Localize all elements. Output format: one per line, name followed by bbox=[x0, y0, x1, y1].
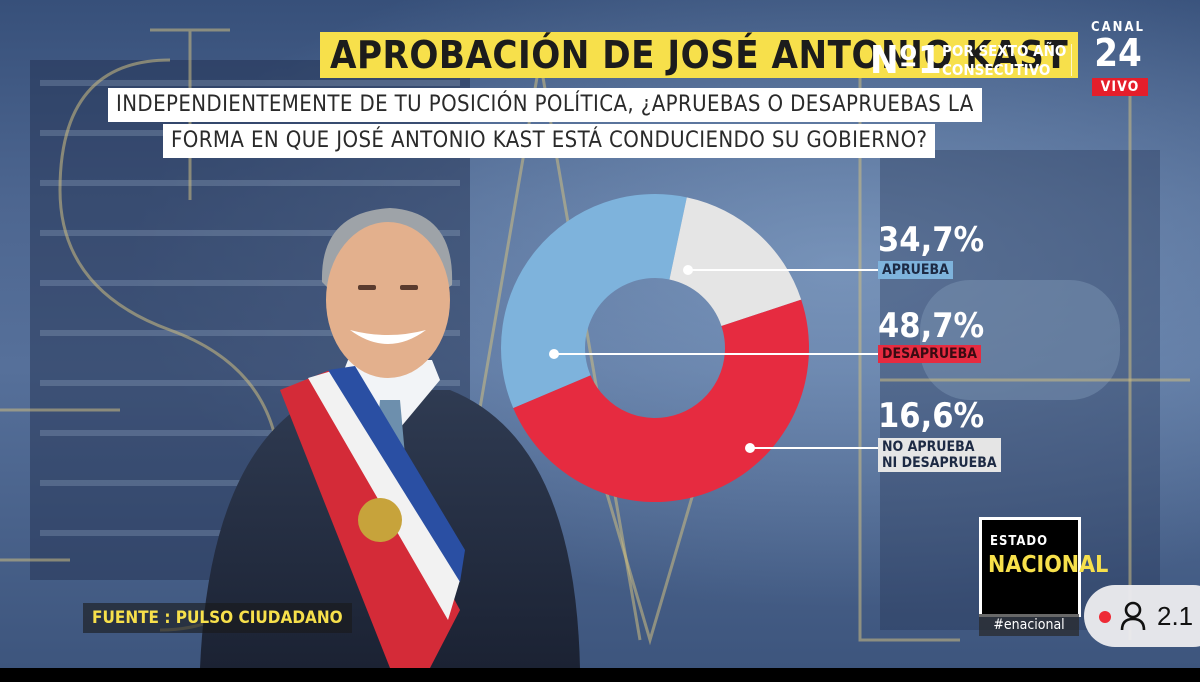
value-label-aprueba: 34,7% bbox=[878, 220, 985, 260]
leader-dot-desaprueba bbox=[549, 349, 559, 359]
question-line-1: INDEPENDIENTEMENTE DE TU POSICIÓN POLÍTI… bbox=[108, 88, 982, 122]
show-logo-line1: ESTADO bbox=[990, 534, 1049, 549]
value-label-desaprueba: 48,7% bbox=[878, 306, 985, 346]
channel-number: 24 bbox=[1094, 31, 1142, 75]
channel-logo: CANAL 24 VIVO bbox=[1080, 20, 1156, 100]
chart-svg bbox=[500, 193, 893, 503]
channel-name: CANAL bbox=[1091, 20, 1145, 35]
live-badge: VIVO bbox=[1092, 78, 1148, 96]
category-label-aprueba: APRUEBA bbox=[878, 261, 953, 279]
person-icon bbox=[1120, 601, 1146, 631]
slice-desaprueba bbox=[513, 299, 810, 503]
ranking-subtitle: POR SEXTO AÑO CONSECUTIVO bbox=[942, 42, 1066, 80]
ranking-number: Nº1 bbox=[870, 38, 942, 82]
leader-lines bbox=[549, 265, 893, 453]
source-label: FUENTE : PULSO CIUDADANO bbox=[83, 603, 352, 633]
bottom-black-bar bbox=[0, 668, 1200, 682]
question-line-2: FORMA EN QUE JOSÉ ANTONIO KAST ESTÁ COND… bbox=[163, 124, 936, 158]
show-logo: ESTADO NACIONAL bbox=[979, 517, 1108, 617]
leader-dot-aprueba bbox=[683, 265, 693, 275]
category-label-no-aprueba-ni-desaprueba: NO APRUEBA NI DESAPRUEBA bbox=[878, 438, 1001, 472]
donut-slices bbox=[500, 193, 810, 503]
leader-dot-no-aprueba-ni-desaprueba bbox=[745, 443, 755, 453]
ranking-subtitle-line1: POR SEXTO AÑO bbox=[942, 42, 1067, 60]
politician-photo bbox=[200, 208, 580, 668]
show-hashtag: #enacional bbox=[979, 614, 1079, 636]
live-dot-icon bbox=[1099, 611, 1111, 623]
broadcast-frame: APROBACIÓN DE JOSÉ ANTONIO KAST Nº1 POR … bbox=[0, 0, 1200, 668]
viewer-count: 2.1 bbox=[1157, 601, 1194, 631]
ranking-subtitle-line2: CONSECUTIVO bbox=[942, 61, 1051, 79]
slice-aprueba bbox=[500, 193, 687, 409]
slice-no-aprueba-ni-desaprueba bbox=[669, 197, 802, 326]
category-label-desaprueba: DESAPRUEBA bbox=[878, 345, 981, 363]
show-logo-line2: NACIONAL bbox=[988, 552, 1109, 578]
chart-title: APROBACIÓN DE JOSÉ ANTONIO KAST bbox=[320, 32, 1079, 78]
viewer-count-pill[interactable]: 2.1 bbox=[1084, 585, 1200, 647]
header-divider bbox=[1071, 44, 1072, 76]
value-label-no-aprueba-ni-desaprueba: 16,6% bbox=[878, 396, 985, 436]
